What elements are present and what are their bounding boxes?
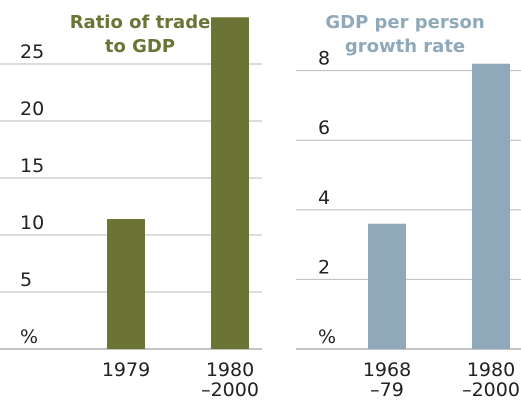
bar — [211, 17, 249, 349]
y-tick-label: 20 — [20, 98, 44, 120]
y-tick-label: 8 — [318, 48, 330, 70]
x-tick-label: 1980 –2000 — [201, 359, 259, 401]
y-tick-label: 6 — [318, 117, 330, 139]
x-tick-label: 1968 –79 — [363, 359, 411, 401]
y-tick-label: 10 — [20, 212, 44, 234]
bar — [472, 63, 510, 350]
y-tick-label: 5 — [20, 269, 32, 291]
y-tick-label: 2 — [318, 256, 330, 278]
bar — [107, 219, 145, 349]
bar — [368, 223, 406, 349]
y-tick-label: 25 — [20, 41, 44, 63]
y-tick-label: % — [318, 326, 336, 348]
x-tick-label: 1980 –2000 — [462, 359, 520, 401]
y-tick-label: % — [20, 326, 38, 348]
chart-title: growth rate — [345, 36, 465, 57]
chart-title: to GDP — [105, 36, 175, 57]
chart-title: GDP per person — [325, 12, 484, 33]
y-tick-label: 4 — [318, 187, 330, 209]
x-tick-label: 1979 — [102, 359, 150, 381]
y-tick-label: 15 — [20, 155, 44, 177]
chart-title: Ratio of trade — [70, 12, 211, 33]
